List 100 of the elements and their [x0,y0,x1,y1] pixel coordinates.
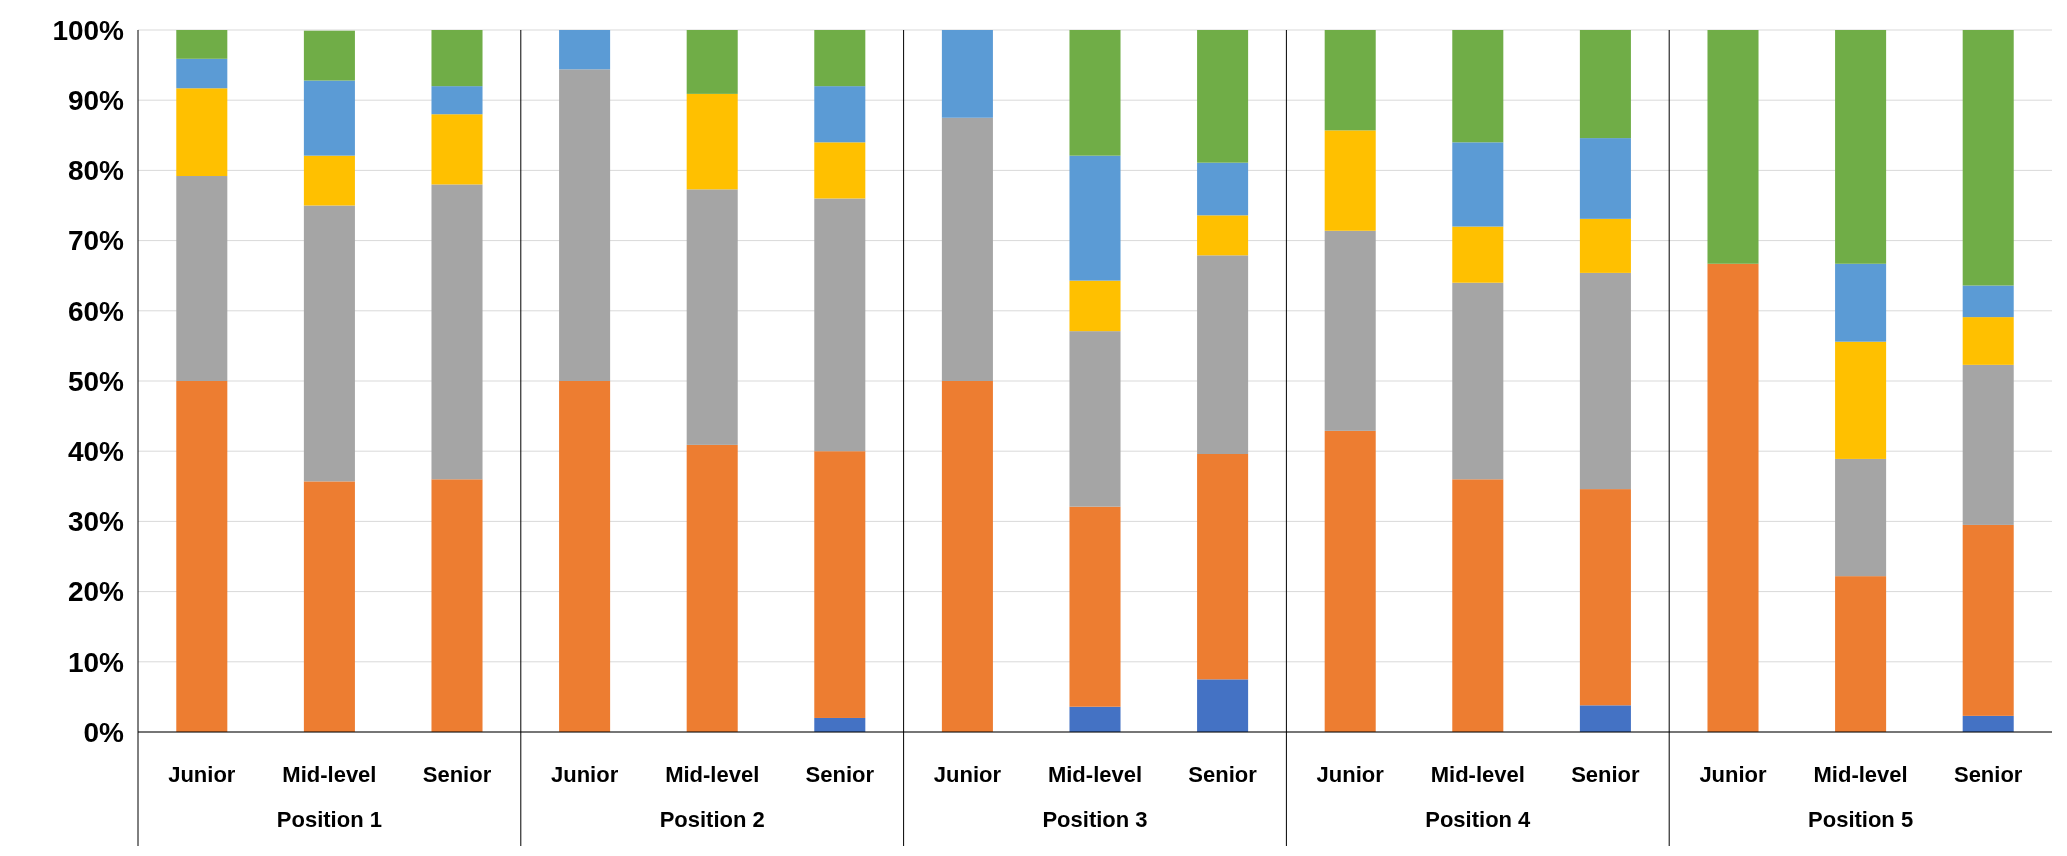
bar [1835,458,1887,577]
bar [431,479,483,732]
y-tick-label: 50% [67,365,125,397]
bar [176,381,228,732]
text: Position 5 [1808,807,1914,832]
bar [1579,218,1631,273]
bar [1962,317,2014,365]
bar [814,142,866,199]
bar [303,481,355,732]
bar [814,451,866,718]
bar [1835,263,1887,342]
bar [431,86,483,115]
bar [559,30,611,70]
bar [1197,255,1249,455]
x-tick-label: Senior [1953,762,2023,787]
y-tick-label: 60% [67,295,125,327]
bar [1962,364,2014,525]
x-tick-label: Mid-level [1430,762,1525,787]
x-tick-label: Mid-level [282,762,377,787]
bar [1452,282,1504,480]
bar [1197,215,1249,256]
bar [1962,30,2014,286]
bar [1707,30,1759,264]
bar [303,30,355,81]
bar [431,114,483,185]
x-tick-label: Senior [422,762,492,787]
x-tick-label: Mid-level [1047,762,1143,787]
bar [1452,226,1504,283]
bar [1069,506,1121,707]
bar [1069,331,1121,507]
bar [559,69,611,381]
x-tick-label: Junior [168,762,236,787]
bar [1579,489,1631,706]
x-tick-label: Junior [1699,762,1768,787]
bar [1069,30,1121,156]
text: Position 3 [1042,807,1148,832]
x-tick-label: Mid-level [665,762,760,787]
bar [941,30,993,118]
bar [1324,230,1376,431]
bar [176,176,228,381]
bar [1069,280,1121,332]
bar [1324,130,1376,231]
x-tick-label: Senior [1571,762,1641,787]
bar [814,30,866,87]
y-tick-label: 0% [83,716,125,748]
bar [559,381,611,732]
x-tick-label: Junior [933,762,1002,787]
bar [303,80,355,156]
bar [1962,285,2014,318]
bar [941,117,993,381]
bar [686,444,738,732]
bar [176,88,228,177]
text: Position 4 [1425,807,1532,832]
x-tick-label: Junior [550,762,619,787]
bar [686,30,738,94]
x-tick-label: Senior [1188,762,1258,787]
bar [1579,30,1631,139]
y-tick-label: 20% [67,576,125,608]
bar [1197,30,1249,163]
bar [431,30,483,87]
bar [1579,272,1631,490]
bar [814,86,866,143]
y-tick-label: 70% [67,225,125,257]
bar [176,58,228,89]
bar [1835,576,1887,732]
y-tick-label: 40% [67,436,125,467]
bar [1962,524,2014,716]
bar [941,381,993,732]
y-tick-label: 80% [67,155,125,187]
bar [1835,30,1887,264]
y-tick-label: 100% [52,14,125,46]
bar [686,189,738,445]
bar [1452,30,1504,143]
x-tick-label: Mid-level [1813,762,1908,787]
x-tick-label: Senior [805,762,875,787]
bar [1579,138,1631,219]
bar [1452,479,1504,732]
text: Position 1 [276,807,382,832]
bar [1962,715,2014,732]
bar [1069,706,1121,732]
bar [303,205,355,482]
y-tick-label: 10% [67,646,125,678]
text: Position 2 [659,807,765,832]
bar [814,717,866,732]
bar [1707,263,1759,732]
bar [1324,430,1376,732]
x-tick-label: Junior [1316,762,1385,787]
bar [1197,162,1249,216]
bar [1197,679,1249,732]
bar [1835,341,1887,459]
y-tick-label: 90% [67,85,125,116]
bar [1324,30,1376,131]
y-tick-label: 30% [67,506,125,538]
bar [814,198,866,452]
bar [303,155,355,206]
bar [431,184,483,480]
bar [1069,155,1121,281]
bar [176,30,228,59]
bar [1579,705,1631,732]
bar [1452,142,1504,227]
